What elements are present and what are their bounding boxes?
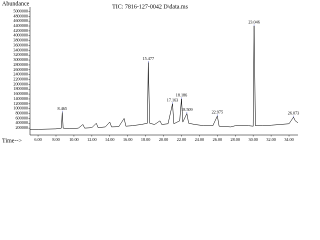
peak-label: 18.509 — [181, 107, 193, 112]
x-tick-label: 8.00 — [52, 137, 59, 142]
x-tick-label: 30.00 — [248, 137, 257, 142]
y-tick-label: 3000000 — [13, 57, 28, 62]
chart: TIC: 7816-127-0042 D\data.ms Abundance T… — [0, 0, 300, 146]
y-tick-label: 1800000 — [13, 86, 28, 91]
x-tick-label: 34.00 — [284, 137, 293, 142]
y-tick-label: 4400000 — [13, 23, 28, 28]
peak-label: 26.073 — [288, 111, 300, 116]
background — [0, 0, 300, 146]
y-tick-label: 1600000 — [13, 91, 28, 96]
x-tick-label: 32.00 — [266, 137, 275, 142]
x-tick-label: 24.00 — [195, 137, 204, 142]
y-tick-label: 4000000 — [13, 33, 28, 38]
y-tick-label: 4600000 — [13, 18, 28, 23]
x-tick-label: 22.00 — [177, 137, 186, 142]
y-tick-label: 2200000 — [13, 76, 28, 81]
y-tick-label: 3400000 — [13, 47, 28, 52]
y-tick-label: 1400000 — [13, 96, 28, 101]
peak-label: 18.186 — [176, 92, 188, 97]
y-tick-label: 5000000 — [13, 8, 28, 13]
x-tick-label: 6.00 — [34, 137, 41, 142]
y-tick-label: 2400000 — [13, 72, 28, 77]
peak-label: 22.975 — [212, 109, 224, 114]
x-tick-label: 16.00 — [123, 137, 132, 142]
y-axis-label: Abundance — [2, 1, 30, 7]
y-tick-label: 1200000 — [13, 101, 28, 106]
x-tick-label: 18.00 — [141, 137, 150, 142]
y-tick-label: 3600000 — [13, 42, 28, 47]
y-tick-label: 1000000 — [13, 106, 28, 111]
y-tick-label: 600000 — [15, 115, 28, 120]
peak-label: 23.046 — [248, 19, 260, 24]
y-tick-label: 3200000 — [13, 52, 28, 57]
x-axis-label: Time--> — [2, 138, 22, 144]
peak-label: 15.477 — [143, 56, 155, 61]
y-tick-label: 2600000 — [13, 67, 28, 72]
x-tick-label: 14.00 — [105, 137, 114, 142]
x-tick-label: 12.00 — [87, 137, 96, 142]
x-tick-label: 20.00 — [159, 137, 168, 142]
y-tick-label: 400000 — [15, 120, 28, 125]
y-tick-label: 3800000 — [13, 38, 28, 43]
y-tick-label: 2800000 — [13, 62, 28, 67]
y-tick-label: 200000 — [15, 125, 28, 130]
peak-label: 17.163 — [167, 97, 179, 102]
peak-label: 8.465 — [58, 106, 67, 111]
x-tick-label: 28.00 — [231, 137, 240, 142]
x-tick-label: 26.00 — [213, 137, 222, 142]
y-tick-label: 4800000 — [13, 13, 28, 18]
chart-title: TIC: 7816-127-0042 D\data.ms — [112, 4, 188, 10]
trace — [30, 26, 299, 130]
y-tick-label: 2000000 — [13, 81, 28, 86]
y-tick-label: 800000 — [15, 111, 28, 116]
x-tick-label: 10.00 — [69, 137, 78, 142]
y-tick-label: 4200000 — [13, 28, 28, 33]
